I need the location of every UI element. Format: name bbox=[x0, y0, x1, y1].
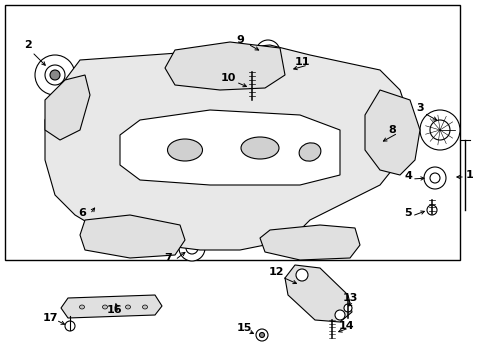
Text: 11: 11 bbox=[294, 57, 310, 67]
Circle shape bbox=[427, 205, 437, 215]
Circle shape bbox=[263, 47, 273, 57]
Polygon shape bbox=[45, 75, 90, 140]
Circle shape bbox=[45, 65, 65, 85]
Text: 6: 6 bbox=[78, 208, 86, 218]
Text: 16: 16 bbox=[106, 305, 122, 315]
Circle shape bbox=[260, 333, 265, 338]
Ellipse shape bbox=[79, 305, 84, 309]
Circle shape bbox=[35, 55, 75, 95]
Text: 15: 15 bbox=[236, 323, 252, 333]
Text: 9: 9 bbox=[236, 35, 244, 45]
Polygon shape bbox=[165, 42, 285, 90]
Polygon shape bbox=[80, 215, 185, 258]
Text: 13: 13 bbox=[343, 293, 358, 303]
Circle shape bbox=[90, 198, 104, 212]
Polygon shape bbox=[285, 265, 352, 322]
Circle shape bbox=[424, 167, 446, 189]
Circle shape bbox=[50, 70, 60, 80]
Circle shape bbox=[256, 40, 280, 64]
Polygon shape bbox=[365, 90, 420, 175]
Text: 14: 14 bbox=[339, 321, 355, 331]
Circle shape bbox=[420, 110, 460, 150]
Circle shape bbox=[344, 304, 352, 312]
Text: 8: 8 bbox=[388, 125, 396, 135]
Text: 17: 17 bbox=[42, 313, 58, 323]
Circle shape bbox=[335, 310, 345, 320]
Circle shape bbox=[353, 136, 377, 160]
Text: 2: 2 bbox=[24, 40, 32, 50]
Text: 3: 3 bbox=[416, 103, 424, 113]
Ellipse shape bbox=[125, 305, 130, 309]
Polygon shape bbox=[260, 225, 360, 260]
Text: 4: 4 bbox=[404, 171, 412, 181]
Text: 1: 1 bbox=[466, 170, 474, 180]
Circle shape bbox=[179, 235, 205, 261]
Circle shape bbox=[430, 120, 450, 140]
Circle shape bbox=[65, 321, 75, 331]
Text: 10: 10 bbox=[220, 73, 236, 83]
Ellipse shape bbox=[168, 139, 202, 161]
Circle shape bbox=[83, 191, 111, 219]
Text: 12: 12 bbox=[268, 267, 284, 277]
Polygon shape bbox=[61, 295, 162, 318]
Ellipse shape bbox=[143, 305, 147, 309]
Text: 7: 7 bbox=[164, 253, 172, 263]
Ellipse shape bbox=[299, 143, 321, 161]
Ellipse shape bbox=[102, 305, 107, 309]
Circle shape bbox=[343, 126, 387, 170]
Circle shape bbox=[359, 142, 371, 154]
Circle shape bbox=[256, 329, 268, 341]
Polygon shape bbox=[45, 45, 410, 250]
Text: 5: 5 bbox=[404, 208, 412, 218]
Bar bbox=[5, 5, 460, 260]
Circle shape bbox=[296, 269, 308, 281]
Circle shape bbox=[430, 173, 440, 183]
Ellipse shape bbox=[241, 137, 279, 159]
Circle shape bbox=[186, 242, 198, 254]
Polygon shape bbox=[120, 110, 340, 185]
